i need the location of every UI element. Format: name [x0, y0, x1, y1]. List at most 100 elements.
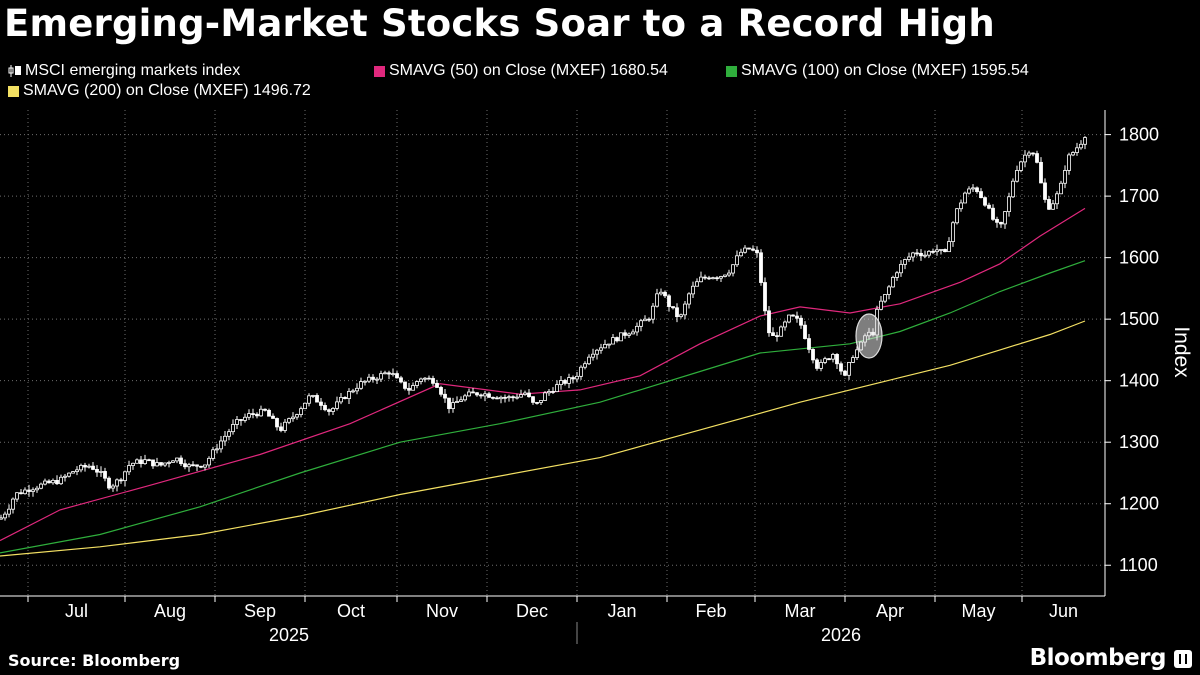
candle-body [395, 373, 399, 379]
candle-body [319, 401, 323, 406]
candle-body [1051, 203, 1055, 210]
candle-body [947, 241, 951, 253]
candle-body [175, 457, 179, 462]
candle-body [1063, 170, 1067, 184]
candle-body [1011, 180, 1015, 198]
candle-body [83, 464, 87, 468]
candle-body [27, 489, 31, 492]
y-tick-label: 1400 [1119, 371, 1159, 391]
candle-body [207, 457, 211, 466]
candle-body [1067, 154, 1071, 171]
candle-body [1043, 182, 1047, 200]
candle-body [47, 480, 51, 484]
y-tick-label: 1500 [1119, 309, 1159, 329]
candle-body [559, 380, 563, 386]
candle-body [931, 250, 935, 253]
candle-body [459, 399, 463, 402]
candle-body [599, 347, 603, 351]
candle-body [455, 401, 459, 403]
candle-body [791, 314, 795, 317]
candle-body [123, 471, 127, 482]
candle-body [1071, 152, 1075, 156]
legend-item-sma50: SMAVG (50) on Close (MXEF) 1680.54 [374, 61, 726, 81]
candle-body [691, 285, 695, 295]
candle-body [1019, 161, 1023, 171]
candle-body [275, 418, 279, 428]
candle-body [419, 378, 423, 382]
candle-body [431, 378, 435, 384]
candle-body [771, 332, 775, 336]
candle-body [635, 325, 639, 333]
y-tick-label: 1800 [1119, 125, 1159, 145]
candle-body [1023, 154, 1027, 163]
candle-body [935, 249, 939, 253]
candle-body [855, 349, 859, 358]
candle-body [899, 263, 903, 274]
candle-body [591, 353, 595, 358]
candle-body [143, 459, 147, 465]
candle-body [587, 356, 591, 365]
candle-body [499, 396, 503, 400]
candle-body [247, 413, 251, 418]
candle-body [383, 372, 387, 375]
candle-body [451, 402, 455, 409]
highlight-ellipse [855, 313, 883, 359]
candle-body [695, 281, 699, 287]
candle-body [3, 513, 7, 519]
candle-body [251, 413, 255, 415]
candle-body [659, 291, 663, 295]
candle-body [335, 401, 339, 409]
candle-body [707, 277, 711, 280]
candle-body [375, 378, 379, 381]
x-month-label: Aug [154, 601, 186, 621]
candle-body [371, 376, 375, 380]
bloomberg-logo: Bloomberg [1029, 645, 1167, 671]
candle-body [443, 393, 447, 399]
candle-body [315, 395, 319, 403]
candle-body [171, 460, 175, 463]
candle-body [915, 252, 919, 255]
candle-body [243, 416, 247, 421]
candle-body [411, 385, 415, 391]
candle-body [683, 303, 687, 316]
candle-body [423, 377, 427, 380]
candle-body [543, 392, 547, 401]
y-tick-label: 1600 [1119, 248, 1159, 268]
candle-body [767, 310, 771, 334]
candle-body [127, 465, 131, 473]
candle-body [399, 377, 403, 383]
candle-body [491, 396, 495, 399]
candle-body [851, 357, 855, 363]
candle-body [835, 353, 839, 365]
candle-body [687, 293, 691, 305]
candle-body [919, 252, 923, 257]
candle-body [671, 306, 675, 309]
candle-body [551, 391, 555, 393]
x-month-label: Apr [876, 601, 904, 621]
candle-body [955, 208, 959, 224]
candle-body [267, 409, 271, 417]
candle-body [575, 375, 579, 380]
candle-body [483, 393, 487, 397]
candle-body [995, 218, 999, 223]
candle-body [479, 394, 483, 397]
candle-body [311, 395, 315, 397]
candle-body [279, 426, 283, 431]
candle-body [763, 282, 767, 312]
candle-body [31, 489, 35, 492]
sma200-line [0, 320, 1086, 557]
candle-body [651, 305, 655, 320]
candle-body [603, 344, 607, 349]
candle-body [1059, 182, 1063, 195]
candle-body [367, 376, 371, 382]
candle-body [523, 392, 527, 395]
chart-title: Emerging-Market Stocks Soar to a Record … [4, 2, 995, 45]
candle-body [103, 471, 107, 479]
candle-body [903, 259, 907, 265]
legend: MSCI emerging markets index SMAVG (50) o… [8, 61, 1188, 101]
candle-body [39, 483, 43, 489]
candle-body [531, 396, 535, 403]
candle-body [351, 390, 355, 393]
candle-body [663, 291, 667, 297]
